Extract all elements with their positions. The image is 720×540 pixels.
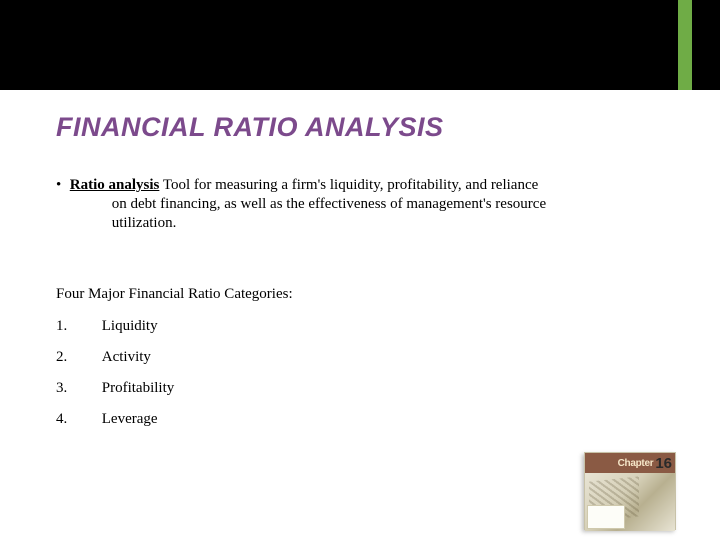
chapter-badge-image	[585, 473, 675, 531]
list-item: 3. Profitability	[56, 380, 174, 397]
list-label: Liquidity	[102, 318, 158, 335]
list-number: 1.	[56, 318, 98, 335]
list-number: 3.	[56, 380, 98, 397]
chapter-badge-header: Chapter 16	[585, 453, 675, 473]
definition-block: • Ratio analysis Tool for measuring a fi…	[56, 176, 636, 232]
slide-title: FINANCIAL RATIO ANALYSIS	[56, 112, 444, 143]
list-label: Leverage	[102, 411, 158, 428]
definition-text: Ratio analysis Tool for measuring a firm…	[70, 176, 630, 232]
definition-line1: Tool for measuring a firm's liquidity, p…	[159, 177, 538, 193]
chapter-badge: Chapter 16	[584, 452, 676, 530]
definition-line3: utilization.	[70, 214, 630, 233]
chapter-number: 16	[655, 455, 672, 472]
definition-line2: on debt financing, as well as the effect…	[70, 195, 630, 214]
list-item: 4. Leverage	[56, 411, 174, 428]
list-item: 1. Liquidity	[56, 318, 174, 335]
slide-body: FINANCIAL RATIO ANALYSIS • Ratio analysi…	[0, 90, 720, 540]
list-item: 2. Activity	[56, 349, 174, 366]
list-number: 2.	[56, 349, 98, 366]
list-label: Activity	[102, 349, 151, 366]
definition-term: Ratio analysis	[70, 177, 160, 193]
list-label: Profitability	[102, 380, 175, 397]
bullet-marker: •	[56, 176, 66, 195]
category-list: 1. Liquidity 2. Activity 3. Profitabilit…	[56, 318, 174, 442]
chapter-word: Chapter	[618, 458, 654, 469]
list-number: 4.	[56, 411, 98, 428]
subheading: Four Major Financial Ratio Categories:	[56, 286, 293, 303]
